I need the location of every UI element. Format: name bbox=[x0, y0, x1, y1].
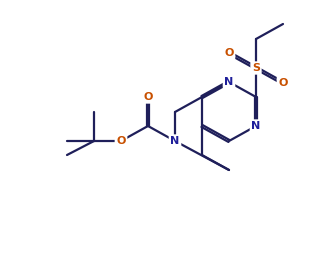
Text: O: O bbox=[143, 92, 153, 102]
Text: N: N bbox=[224, 77, 234, 87]
Text: N: N bbox=[251, 121, 260, 131]
Text: O: O bbox=[278, 78, 288, 88]
Text: S: S bbox=[252, 63, 260, 73]
Text: N: N bbox=[170, 136, 180, 146]
Text: O: O bbox=[116, 136, 126, 146]
Text: O: O bbox=[224, 48, 234, 58]
